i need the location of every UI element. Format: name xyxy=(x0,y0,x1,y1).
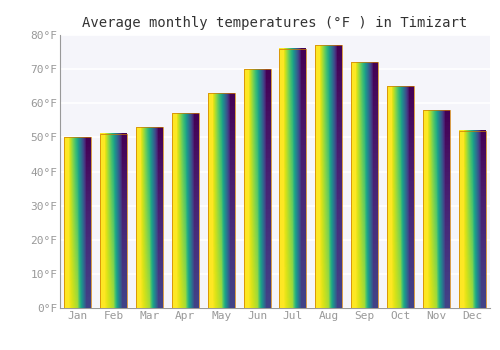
Bar xyxy=(423,110,450,308)
Bar xyxy=(458,131,485,308)
Bar xyxy=(244,69,270,308)
Bar xyxy=(316,45,342,308)
Bar xyxy=(172,113,199,308)
Title: Average monthly temperatures (°F ) in Timizart: Average monthly temperatures (°F ) in Ti… xyxy=(82,16,468,30)
Bar xyxy=(100,134,127,308)
Bar xyxy=(280,49,306,308)
Bar xyxy=(136,127,163,308)
Bar xyxy=(387,86,414,308)
Bar xyxy=(208,93,234,308)
Bar xyxy=(351,62,378,308)
Bar xyxy=(64,137,92,308)
